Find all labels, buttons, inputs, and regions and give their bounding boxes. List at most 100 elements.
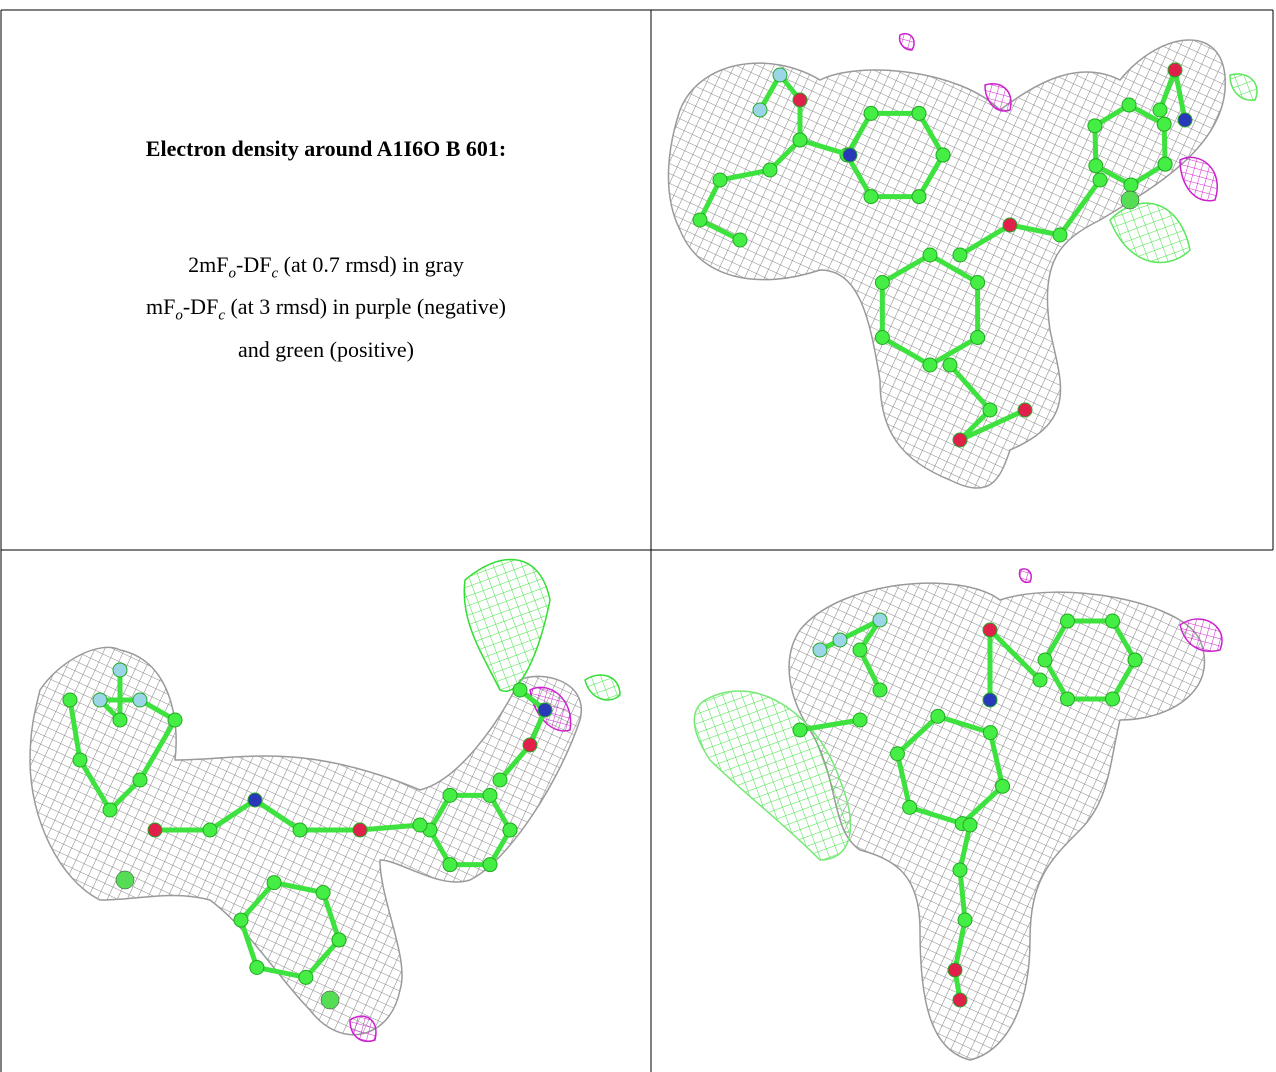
atom <box>292 822 308 838</box>
density-mesh <box>1018 568 1032 584</box>
atom <box>970 275 986 290</box>
atom <box>1092 172 1108 188</box>
density-mesh <box>693 690 852 861</box>
density-mesh <box>584 674 621 701</box>
density-mesh <box>1179 618 1223 652</box>
atom <box>922 247 938 263</box>
bond <box>155 797 421 833</box>
atom <box>889 746 905 762</box>
atom <box>1120 190 1140 210</box>
atom <box>233 912 249 928</box>
atom <box>482 857 498 873</box>
text: -DF <box>236 252 272 277</box>
atom <box>930 708 946 724</box>
atom <box>115 870 135 890</box>
atom <box>872 682 888 698</box>
atom <box>962 817 978 833</box>
subscript: c <box>271 265 279 282</box>
atom <box>712 172 728 188</box>
atom <box>772 67 788 83</box>
text: -DF <box>182 294 219 320</box>
bond <box>498 688 548 782</box>
atom <box>852 642 868 658</box>
atom <box>1088 158 1104 174</box>
atom <box>1123 177 1139 193</box>
atom <box>1121 97 1137 113</box>
atom <box>1167 62 1183 78</box>
atom <box>249 959 265 975</box>
text: (at 3 rmsd) in purple (negative) <box>224 294 506 320</box>
atom <box>1156 116 1172 132</box>
bond <box>948 363 1027 443</box>
atom <box>863 189 879 205</box>
atom <box>982 402 998 418</box>
density-mesh <box>463 558 551 693</box>
atom <box>842 147 858 163</box>
atom <box>298 969 314 985</box>
atom <box>202 822 218 838</box>
atom <box>902 799 918 815</box>
atom <box>952 992 968 1008</box>
density-mesh <box>1179 156 1218 202</box>
atom <box>492 772 508 788</box>
atom <box>320 990 340 1010</box>
atom <box>832 632 848 648</box>
atom <box>147 822 163 838</box>
atom <box>947 962 963 978</box>
density-mesh <box>898 33 915 51</box>
atom <box>995 778 1011 794</box>
atom <box>1060 691 1075 707</box>
text: (at 0.7 rmsd) in gray <box>278 252 464 277</box>
atom <box>537 702 553 718</box>
atom <box>1177 112 1193 128</box>
bond <box>958 178 1103 258</box>
atom <box>522 737 538 753</box>
atom <box>982 692 998 708</box>
atom <box>1157 156 1173 172</box>
atom <box>1105 613 1120 629</box>
density-mesh <box>349 1015 377 1042</box>
atom <box>62 692 78 708</box>
atom <box>970 330 986 345</box>
atom <box>852 712 868 728</box>
atom <box>1127 652 1143 668</box>
atom <box>1032 672 1048 688</box>
atom <box>1105 691 1120 707</box>
atom <box>1037 652 1053 668</box>
atom <box>247 792 263 808</box>
legend-line: 2mFo-DFc (at 0.7 rmsd) in gray <box>2 248 650 290</box>
density-mesh <box>788 582 1206 1061</box>
atom <box>502 822 518 838</box>
atom <box>922 357 938 373</box>
atom <box>863 105 879 121</box>
atom <box>872 612 888 628</box>
atom <box>1087 118 1103 134</box>
density-mesh <box>29 646 583 1036</box>
subscript: o <box>228 265 237 282</box>
subscript: o <box>175 307 183 324</box>
atom <box>792 132 808 148</box>
atom <box>1152 102 1168 118</box>
atom <box>762 162 778 178</box>
atom <box>952 432 968 448</box>
atom <box>1052 227 1068 243</box>
atom <box>112 662 128 678</box>
atom <box>732 232 748 248</box>
legend: 2mFo-DFc (at 0.7 rmsd) in gray mFo-DFc (… <box>2 248 650 367</box>
text: and green (positive) <box>238 336 414 362</box>
atom <box>482 787 498 803</box>
density-mesh <box>984 83 1012 112</box>
atom <box>331 932 347 948</box>
atom <box>952 247 968 263</box>
density-mesh <box>1109 202 1191 264</box>
atom <box>792 722 808 738</box>
atom <box>1060 613 1075 629</box>
subscript: c <box>218 307 225 324</box>
atom <box>982 622 998 638</box>
legend-line: and green (positive) <box>2 333 650 367</box>
text: 2mF <box>188 252 229 277</box>
atom <box>132 772 148 788</box>
atom <box>874 275 890 290</box>
atom <box>266 875 282 891</box>
